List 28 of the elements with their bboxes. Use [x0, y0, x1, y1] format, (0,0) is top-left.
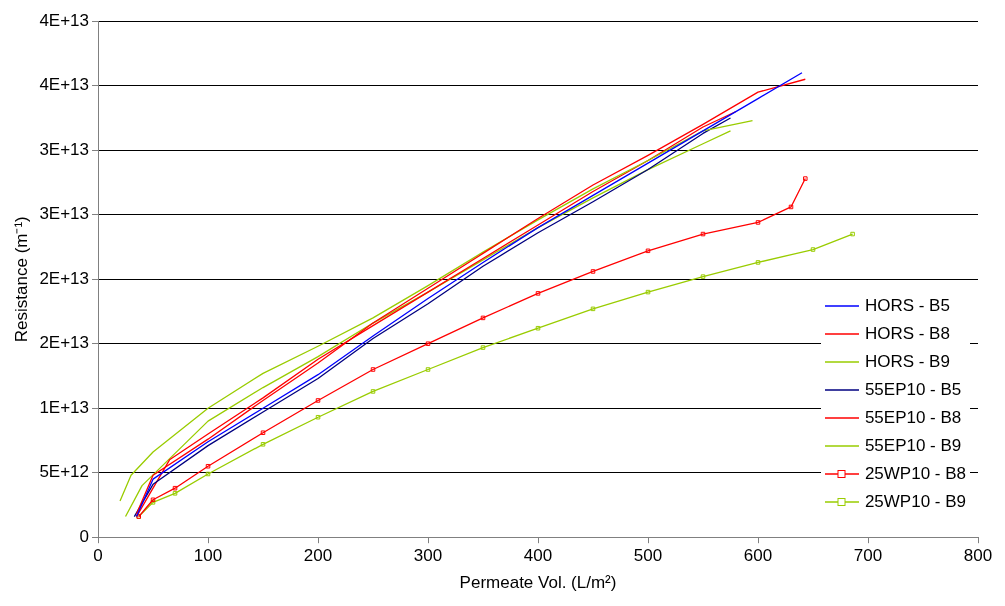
legend-label: 25WP10 - B9	[864, 492, 966, 512]
y-tick-label: 0	[79, 526, 90, 546]
y-tick-label: 5E+12	[39, 462, 90, 482]
y-tick-label: 4E+13	[39, 75, 90, 95]
x-tick-label: 800	[963, 546, 993, 566]
y-axis-title: Resistance (m⁻¹)	[11, 216, 31, 343]
x-axis-title: Permeate Vol. (L/m²)	[459, 573, 617, 593]
legend-label: 55EP10 - B5	[864, 380, 962, 400]
legend-label: HORS - B5	[864, 296, 950, 316]
y-tick-label: 1E+13	[39, 397, 90, 417]
x-tick-label: 500	[633, 546, 663, 566]
x-tick-label: 300	[413, 546, 443, 566]
y-tick-label: 3E+13	[39, 204, 90, 224]
legend-label: 25WP10 - B8	[864, 464, 966, 484]
legend-label: HORS - B9	[864, 352, 950, 372]
legend-label: 55EP10 - B9	[864, 436, 962, 456]
y-tick-label: 3E+13	[39, 139, 90, 159]
x-tick-label: 700	[853, 546, 883, 566]
x-tick-label: 600	[743, 546, 773, 566]
x-tick-label: 200	[303, 546, 333, 566]
legend-label: HORS - B8	[864, 324, 950, 344]
legend-label: 55EP10 - B8	[864, 408, 962, 428]
y-tick-label: 4E+13	[39, 10, 90, 30]
x-tick-label: 0	[93, 546, 103, 566]
x-tick-label: 100	[193, 546, 223, 566]
y-tick-label: 2E+13	[39, 268, 90, 288]
x-tick-label: 400	[523, 546, 553, 566]
y-tick-label: 2E+13	[39, 333, 90, 353]
